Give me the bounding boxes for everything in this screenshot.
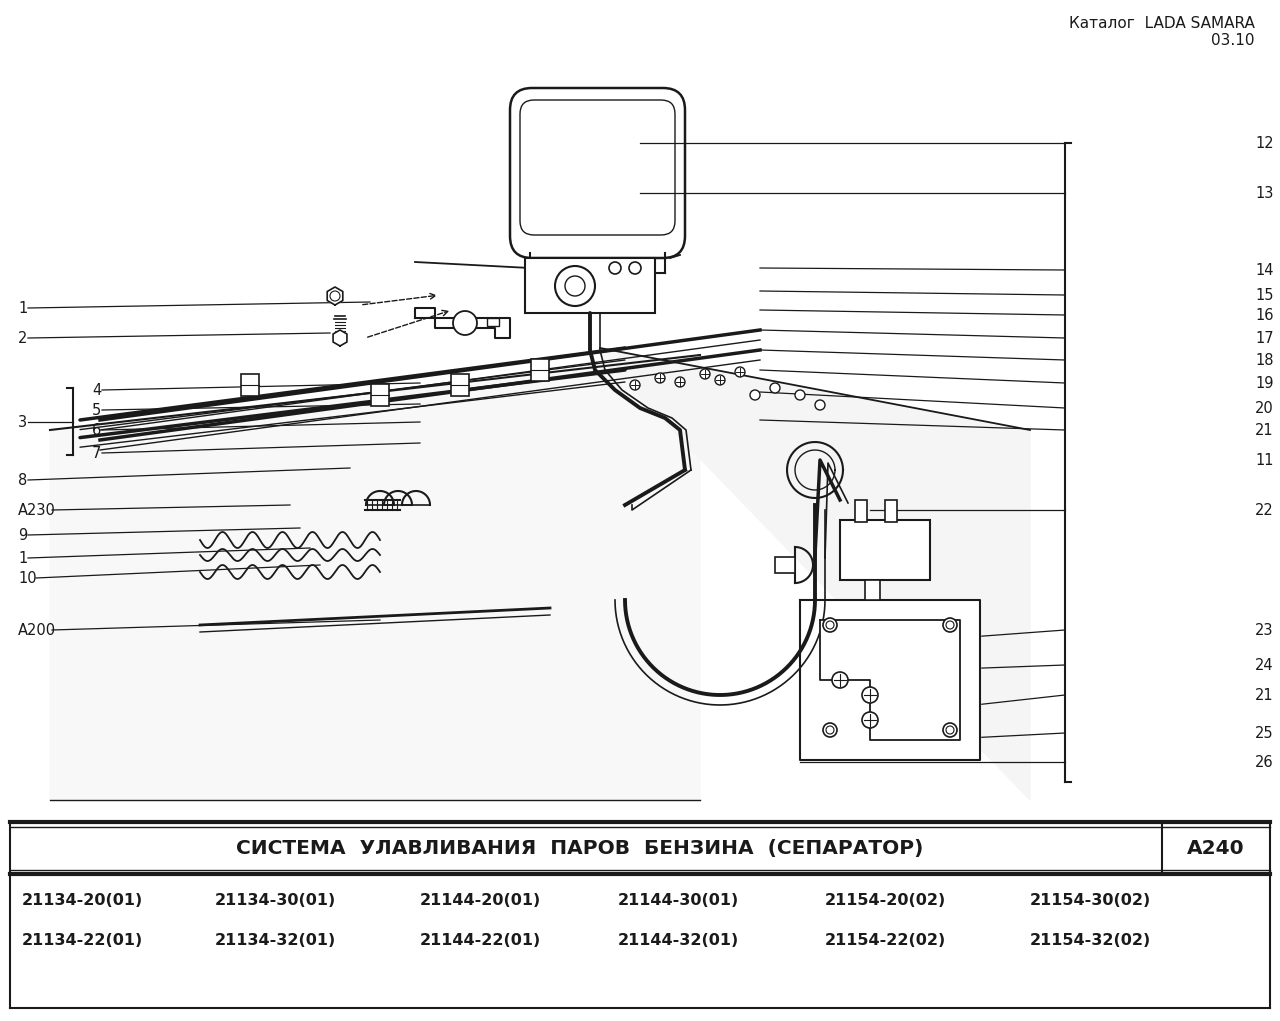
Circle shape [823, 618, 837, 632]
Text: 7: 7 [92, 445, 101, 460]
Polygon shape [600, 348, 1030, 800]
Circle shape [832, 672, 849, 688]
Text: 21: 21 [1254, 423, 1274, 438]
Text: 17: 17 [1254, 331, 1274, 345]
Bar [774, 557, 795, 573]
Text: 14: 14 [1254, 262, 1274, 278]
Circle shape [700, 369, 710, 379]
Polygon shape [800, 600, 980, 760]
Circle shape [946, 621, 954, 629]
Text: 03.10: 03.10 [1211, 33, 1254, 48]
Text: 21154-20(02): 21154-20(02) [826, 892, 946, 908]
Text: 21134-30(01): 21134-30(01) [215, 892, 337, 908]
Text: 3: 3 [18, 415, 27, 430]
Text: 15: 15 [1254, 288, 1274, 302]
Bar [855, 500, 867, 522]
Text: 1: 1 [18, 300, 27, 315]
Text: 10: 10 [18, 571, 37, 585]
Circle shape [750, 390, 760, 400]
Bar [840, 520, 931, 580]
Circle shape [675, 377, 685, 387]
Text: 5: 5 [92, 402, 101, 418]
Text: 24: 24 [1254, 658, 1274, 673]
Bar [371, 384, 389, 406]
Circle shape [735, 367, 745, 377]
Circle shape [861, 687, 878, 703]
Text: 16: 16 [1254, 307, 1274, 323]
Circle shape [823, 723, 837, 737]
Text: 21154-32(02): 21154-32(02) [1030, 932, 1151, 947]
Text: 2: 2 [18, 331, 27, 345]
Bar [865, 580, 881, 600]
Circle shape [564, 276, 585, 296]
Text: 21144-30(01): 21144-30(01) [618, 892, 740, 908]
Text: A230: A230 [18, 502, 56, 518]
Circle shape [630, 380, 640, 390]
Circle shape [609, 262, 621, 274]
Circle shape [826, 621, 835, 629]
FancyBboxPatch shape [520, 100, 675, 235]
Circle shape [795, 390, 805, 400]
Text: А240: А240 [1187, 838, 1245, 858]
Polygon shape [820, 620, 960, 740]
Bar [884, 500, 897, 522]
Bar [525, 258, 655, 313]
Circle shape [330, 291, 340, 301]
Text: 21154-30(02): 21154-30(02) [1030, 892, 1151, 908]
Circle shape [861, 712, 878, 728]
Circle shape [453, 311, 477, 335]
Text: 21154-22(02): 21154-22(02) [826, 932, 946, 947]
Text: 1: 1 [18, 550, 27, 566]
Text: 23: 23 [1254, 623, 1274, 637]
Circle shape [943, 618, 957, 632]
Circle shape [815, 400, 826, 410]
Circle shape [826, 726, 835, 734]
Text: 12: 12 [1254, 136, 1274, 150]
Text: 21134-32(01): 21134-32(01) [215, 932, 337, 947]
FancyBboxPatch shape [509, 88, 685, 258]
Circle shape [946, 726, 954, 734]
Text: 26: 26 [1254, 755, 1274, 770]
Text: 21144-22(01): 21144-22(01) [420, 932, 541, 947]
Text: 22: 22 [1254, 502, 1274, 518]
Polygon shape [415, 308, 509, 338]
Text: 8: 8 [18, 473, 27, 487]
Circle shape [771, 383, 780, 393]
Text: 21144-32(01): 21144-32(01) [618, 932, 740, 947]
Text: 21144-20(01): 21144-20(01) [420, 892, 541, 908]
Text: 21: 21 [1254, 687, 1274, 702]
Polygon shape [328, 287, 343, 305]
Text: СИСТЕМА  УЛАВЛИВАНИЯ  ПАРОВ  БЕНЗИНА  (СЕПАРАТОР): СИСТЕМА УЛАВЛИВАНИЯ ПАРОВ БЕНЗИНА (СЕПАР… [237, 838, 924, 858]
Text: 21134-22(01): 21134-22(01) [22, 932, 143, 947]
Bar [451, 374, 468, 396]
Polygon shape [333, 330, 347, 346]
Text: 20: 20 [1254, 400, 1274, 416]
Circle shape [716, 375, 724, 385]
Text: 11: 11 [1254, 452, 1274, 468]
Text: 21134-20(01): 21134-20(01) [22, 892, 143, 908]
Text: 13: 13 [1254, 186, 1274, 200]
Polygon shape [50, 355, 700, 800]
Circle shape [943, 723, 957, 737]
Text: 9: 9 [18, 528, 27, 542]
Bar [241, 374, 259, 396]
Text: 6: 6 [92, 423, 101, 438]
Bar [486, 318, 499, 326]
Text: 4: 4 [92, 383, 101, 397]
Circle shape [655, 373, 666, 383]
Circle shape [628, 262, 641, 274]
Circle shape [556, 266, 595, 306]
Text: 25: 25 [1254, 726, 1274, 740]
Text: A200: A200 [18, 623, 56, 637]
Bar [531, 359, 549, 381]
Text: 19: 19 [1254, 376, 1274, 390]
Text: Каталог  LADA SAMARA: Каталог LADA SAMARA [1069, 16, 1254, 31]
Text: 18: 18 [1254, 352, 1274, 368]
